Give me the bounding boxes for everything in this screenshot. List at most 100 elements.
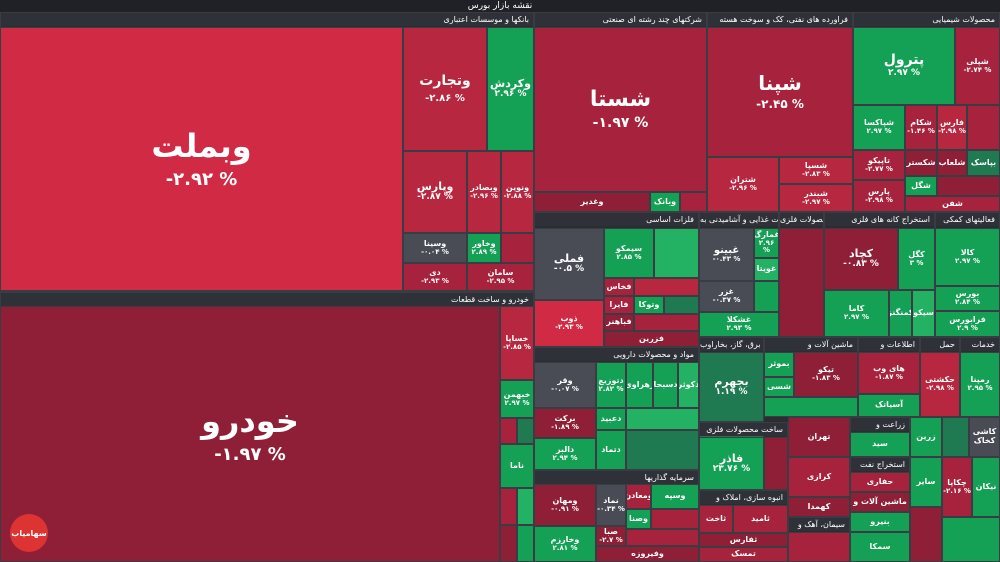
tile-dtaman[interactable]: دتماد (596, 430, 626, 470)
tile-kemonghan[interactable]: کمنگنز (889, 290, 912, 337)
tile-shetran[interactable]: شتران -۲.۹۶ % (707, 157, 779, 212)
tile-dalaqa[interactable]: ماشین آلات و (850, 492, 910, 512)
tile-vbmellat[interactable]: وبملت -۲.۹۲ % (0, 27, 403, 291)
tile-auto-misc-3[interactable] (500, 525, 517, 562)
tile-pars[interactable]: پارس -۲.۹۸ % (853, 180, 905, 212)
tile-sakht[interactable]: ثاخت (699, 505, 733, 533)
tile-tapiko[interactable]: تاپیکو -۲.۷۷ % (853, 150, 905, 180)
tile-pharma-misc-2[interactable] (626, 430, 699, 470)
tile-vkardesh[interactable]: وکردش ۲.۹۶ % (487, 27, 534, 151)
tile-metals-misc-1[interactable] (654, 228, 699, 278)
tile-metals-misc-3[interactable] (664, 296, 699, 314)
tile-vsina[interactable]: وسینا -۰.۰۴ % (403, 233, 467, 263)
tile-shekal[interactable]: شگل (905, 176, 937, 196)
tile-vkharazm[interactable]: وخارزم ۲.۸۱ % (534, 526, 596, 562)
tile-ghovita[interactable]: غویتا (754, 258, 779, 281)
tile-invest-misc-1[interactable] (651, 509, 699, 529)
tile-vnovin[interactable]: ونوین -۲.۸۸ % (501, 151, 534, 233)
tile-shasta[interactable]: شستا -۱.۹۷ % (534, 27, 707, 192)
tile-dabid[interactable]: دعبید (596, 408, 626, 430)
tile-vsena[interactable]: وصنا (626, 509, 651, 529)
tile-hafari[interactable]: حفاری (850, 472, 910, 492)
tile-kiro[interactable]: کرازی (788, 457, 850, 497)
tile-ghinno[interactable]: غبینو -۰.۴۳ % (699, 228, 754, 281)
tile-dokar[interactable]: دکوثر (678, 362, 699, 408)
tile-bajhrom[interactable]: بجهرم ۱.۱۹ % (699, 352, 764, 422)
tile-thamid[interactable]: ثامید (733, 505, 788, 533)
tile-shelab[interactable]: شلعاب (937, 150, 967, 176)
tile-bashm[interactable]: شسی (764, 377, 794, 397)
tile-kegol[interactable]: کگل ۳ % (898, 228, 935, 290)
tile-daztra[interactable]: دتوزیع ۲.۸۲ % (596, 362, 626, 408)
tile-baspak[interactable]: بپاسک (967, 150, 1000, 176)
tile-bamaan[interactable]: بموثر (764, 352, 794, 377)
tile-fameli[interactable]: فملی -۰.۵ % (534, 228, 604, 300)
tile-dalbr[interactable]: دالبر ۲.۹۴ % (534, 438, 596, 470)
tile-tamsak[interactable]: تمسک (699, 547, 788, 562)
tile-machinery-misc[interactable] (764, 397, 858, 417)
tile-kala[interactable]: کالا ۲.۹۷ % (935, 228, 1000, 286)
tile-shepli[interactable]: شپلی -۲.۷۴ % (955, 27, 1000, 105)
tile-sid[interactable]: سید (850, 432, 910, 457)
tile-vbank[interactable]: وبانک (650, 192, 680, 212)
tile-vfirouzeh[interactable]: وفیروزه (596, 546, 699, 562)
tile-shekam[interactable]: شکام -۱.۴۶ % (905, 105, 937, 150)
tile-right-misc-2[interactable] (910, 507, 942, 562)
tile-fvtoka[interactable]: وتوکا (634, 296, 664, 314)
tile-saman[interactable]: سامان -۲.۹۵ % (467, 263, 534, 291)
tile-invest-misc-2[interactable] (626, 529, 699, 546)
tile-asiatak[interactable]: آسیاتک (858, 394, 920, 417)
tile-zahravi[interactable]: زهراوی (626, 362, 653, 408)
tile-pharma-misc-1[interactable] (626, 408, 699, 430)
tile-shesina[interactable]: شسپا -۲.۸۳ % (779, 157, 853, 184)
tile-ovana[interactable]: ومعادن (626, 484, 651, 509)
tile-petrol[interactable]: پترول ۲.۹۷ % (853, 27, 955, 105)
tile-food-misc[interactable] (754, 281, 779, 312)
tile-naad[interactable]: نماد -۰.۳۴ % (596, 484, 626, 526)
tile-kharg[interactable] (517, 418, 534, 444)
tile-auto-misc-4[interactable] (517, 525, 534, 562)
tile-kachad[interactable]: کچاد -۰.۸۳ % (824, 228, 898, 290)
tile-vghadir[interactable]: وغدیر (534, 192, 650, 212)
tile-hayweb[interactable]: های وب -۱.۸۷ % (858, 352, 920, 394)
tile-faira[interactable]: فایرا (604, 296, 634, 314)
tile-bnipo[interactable]: بنیرو (850, 512, 910, 532)
tile-cong-misc[interactable] (680, 192, 707, 212)
tile-ramepna[interactable]: رمپنا ۲.۹۵ % (960, 352, 1000, 417)
tile-ghamarak[interactable]: غمارگ ۲.۹۶ % (754, 228, 779, 258)
tile-tehran[interactable]: تهران (788, 417, 850, 457)
tile-fars[interactable]: فارس -۲.۹۸ % (937, 105, 967, 150)
tile-zarin[interactable]: زرین (910, 417, 942, 457)
tile-saba[interactable]: صبا -۲.۷ % (596, 526, 626, 546)
tile-dey[interactable]: دی -۲.۹۳ % (403, 263, 467, 291)
tile-fhamir[interactable]: فباهنر (604, 314, 634, 331)
tile-kegol2[interactable]: کهمدا (788, 497, 850, 517)
tile-samka[interactable]: سمکا (850, 532, 910, 562)
tile-vaghr[interactable]: وقر -۰.۰۷ % (534, 362, 596, 408)
tile-tapars[interactable]: ثفارس (699, 533, 788, 547)
tile-farabours[interactable]: فرابورس ۲.۹ % (935, 311, 1000, 337)
tile-barkat[interactable]: برکت -۱.۸۹ % (534, 408, 596, 438)
tile-cement-block[interactable] (788, 532, 850, 562)
tile-kama[interactable]: کاما ۲.۹۷ % (824, 290, 889, 337)
tile-right-misc-3[interactable] (942, 517, 1000, 562)
tile-vamahan[interactable]: ومهان -۰.۹۱ % (534, 484, 596, 526)
tile-auto-misc-1[interactable] (500, 488, 517, 525)
tile-vkhavar[interactable]: وخاور ۲.۸۹ % (467, 233, 501, 263)
tile-metals-misc-4[interactable] (634, 314, 699, 331)
tile-khsapa[interactable]: خساپا -۲.۸۵ % (500, 306, 534, 380)
tile-vtejarat[interactable]: وتجارت -۲.۸۶ % (403, 27, 487, 151)
tile-chekapa[interactable]: چکاپا -۲.۱۶ % (942, 457, 972, 517)
tile-shekhazar[interactable]: شکستر (905, 150, 937, 176)
tile-misc-bank[interactable] (501, 233, 534, 263)
tile-kashi[interactable]: کاشی کخاک (969, 417, 1000, 457)
tile-dpaxsh[interactable]: دسبحا (653, 362, 678, 408)
tile-nonmetal-misc[interactable] (764, 437, 788, 490)
tile-chem-misc[interactable] (967, 105, 1000, 150)
tile-chem-misc-2[interactable] (937, 176, 1000, 196)
tile-shebandar[interactable]: شبندر -۲.۹۷ % (779, 184, 853, 212)
tile-shefna[interactable]: شفن (905, 196, 1000, 212)
tile-vpars[interactable]: وپارس -۲.۸۷ % (403, 151, 467, 233)
tile-fakhas[interactable]: فخاس (604, 278, 634, 296)
tile-ghor[interactable]: غزر -۰.۳۷ % (699, 281, 754, 312)
